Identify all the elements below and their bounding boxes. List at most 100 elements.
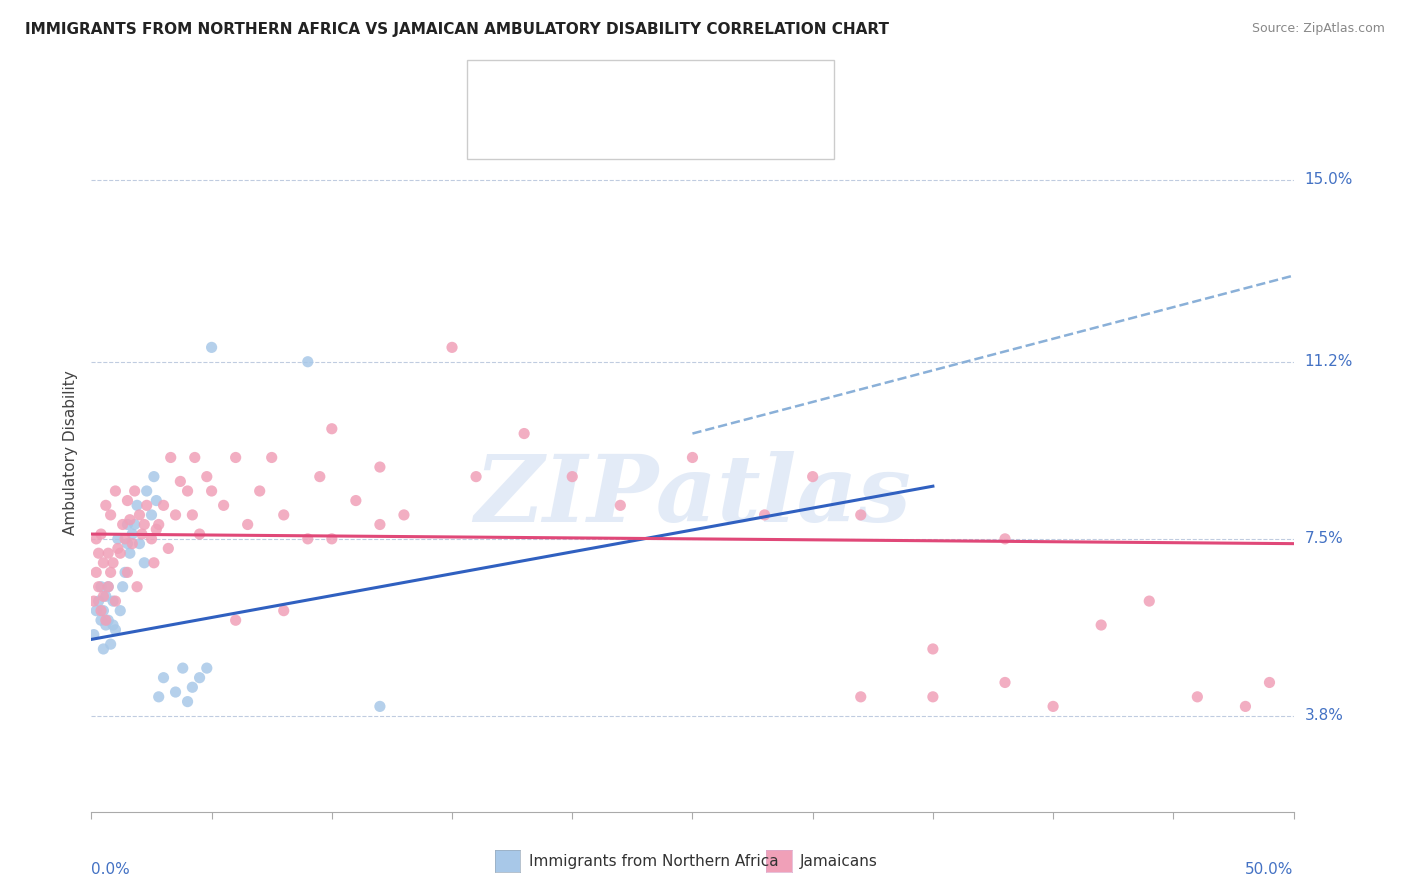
Point — [368, 517, 391, 532]
Point — [135, 499, 157, 513]
Point — [84, 532, 107, 546]
Point — [117, 566, 139, 580]
Point — [188, 671, 211, 685]
Point — [1137, 594, 1160, 608]
Point — [273, 508, 295, 522]
Point — [145, 522, 167, 536]
Point — [117, 493, 139, 508]
Point — [195, 661, 218, 675]
Point — [111, 517, 134, 532]
Point — [110, 604, 132, 618]
Point — [124, 483, 146, 498]
Point — [107, 541, 129, 556]
Point — [297, 532, 319, 546]
Point — [84, 604, 107, 618]
Point — [104, 623, 127, 637]
Point — [94, 618, 117, 632]
Point — [165, 685, 187, 699]
Point — [152, 671, 174, 685]
Point — [93, 604, 115, 618]
Text: Jamaicans: Jamaicans — [800, 854, 877, 869]
Point — [260, 450, 283, 465]
Point — [87, 594, 110, 608]
Point — [184, 450, 207, 465]
Point — [101, 556, 124, 570]
Point — [125, 580, 148, 594]
Point — [124, 517, 146, 532]
Point — [249, 483, 271, 498]
Point — [134, 556, 156, 570]
Point — [141, 508, 163, 522]
Point — [922, 690, 945, 704]
Point — [176, 695, 198, 709]
Text: R =: R = — [516, 82, 544, 96]
Point — [94, 613, 117, 627]
Point — [465, 469, 488, 483]
Point — [93, 590, 115, 604]
Text: N = 42: N = 42 — [654, 82, 707, 96]
Point — [1258, 675, 1281, 690]
Point — [308, 469, 330, 483]
Point — [801, 469, 824, 483]
Point — [321, 532, 343, 546]
Point — [128, 508, 150, 522]
Point — [131, 527, 153, 541]
Point — [90, 580, 112, 594]
Text: 0.311: 0.311 — [575, 82, 619, 96]
Point — [165, 508, 187, 522]
Point — [754, 508, 776, 522]
Point — [1187, 690, 1209, 704]
Point — [368, 699, 391, 714]
Point — [101, 594, 124, 608]
Text: Immigrants from Northern Africa: Immigrants from Northern Africa — [529, 854, 779, 869]
Text: ZIPatlas: ZIPatlas — [474, 450, 911, 541]
Point — [176, 483, 198, 498]
Point — [121, 536, 143, 550]
Text: IMMIGRANTS FROM NORTHERN AFRICA VS JAMAICAN AMBULATORY DISABILITY CORRELATION CH: IMMIGRANTS FROM NORTHERN AFRICA VS JAMAI… — [25, 22, 890, 37]
Point — [297, 355, 319, 369]
Point — [201, 483, 224, 498]
Point — [159, 450, 181, 465]
Text: 50.0%: 50.0% — [1246, 862, 1294, 877]
Point — [87, 580, 110, 594]
Point — [994, 532, 1017, 546]
Point — [561, 469, 583, 483]
Text: N = 83: N = 83 — [654, 120, 707, 134]
Point — [117, 536, 139, 550]
Point — [90, 613, 112, 627]
Point — [94, 590, 117, 604]
Point — [93, 556, 115, 570]
Point — [681, 450, 703, 465]
Point — [994, 675, 1017, 690]
Text: -0.027: -0.027 — [558, 120, 607, 134]
Point — [100, 566, 122, 580]
Point — [157, 541, 180, 556]
Text: 11.2%: 11.2% — [1305, 354, 1353, 369]
Point — [97, 613, 120, 627]
Y-axis label: Ambulatory Disability: Ambulatory Disability — [63, 370, 79, 535]
Text: 3.8%: 3.8% — [1305, 708, 1344, 723]
Point — [440, 340, 463, 354]
Point — [513, 426, 536, 441]
Text: R =: R = — [516, 120, 544, 134]
Point — [87, 546, 110, 560]
Point — [1234, 699, 1257, 714]
Point — [392, 508, 415, 522]
Point — [181, 508, 204, 522]
Text: 7.5%: 7.5% — [1305, 532, 1343, 547]
Point — [117, 517, 139, 532]
Point — [344, 493, 367, 508]
Point — [83, 594, 105, 608]
Point — [368, 460, 391, 475]
Point — [90, 604, 112, 618]
Point — [195, 469, 218, 483]
Point — [104, 594, 127, 608]
Point — [148, 517, 170, 532]
Point — [94, 499, 117, 513]
Text: 15.0%: 15.0% — [1305, 172, 1353, 187]
Point — [101, 618, 124, 632]
Point — [849, 508, 872, 522]
Point — [201, 340, 224, 354]
Point — [236, 517, 259, 532]
Point — [114, 566, 136, 580]
